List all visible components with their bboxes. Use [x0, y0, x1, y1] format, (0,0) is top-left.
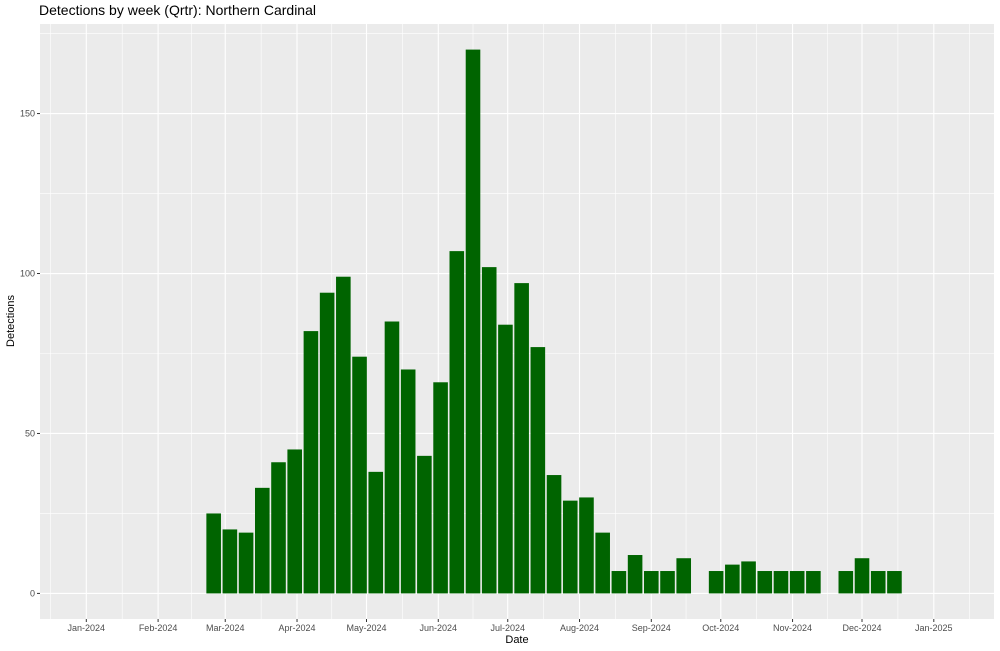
- x-tick-label: May-2024: [346, 623, 386, 633]
- bar: [368, 471, 384, 594]
- bars: [206, 49, 902, 594]
- bar: [579, 497, 594, 594]
- bar: [206, 513, 221, 594]
- x-tick-label: Mar-2024: [206, 623, 245, 633]
- bar: [514, 283, 529, 594]
- bar: [562, 500, 578, 594]
- y-tick-label: 0: [30, 588, 35, 598]
- bar: [336, 276, 351, 594]
- bar: [271, 462, 286, 594]
- y-tick-label: 100: [20, 269, 35, 279]
- bar: [433, 382, 448, 594]
- x-tick-label: Oct-2024: [702, 623, 739, 633]
- bar: [319, 292, 335, 594]
- bar: [789, 571, 805, 594]
- bar: [222, 529, 238, 594]
- bar: [611, 571, 627, 594]
- bar: [757, 571, 773, 594]
- y-axis-title: Detections: [5, 295, 17, 347]
- bar: [465, 49, 481, 594]
- x-tick-label: Apr-2024: [279, 623, 316, 633]
- bar: [660, 571, 675, 594]
- bar: [238, 532, 254, 594]
- x-tick-label: Jan-2024: [68, 623, 106, 633]
- x-tick-label: Dec-2024: [842, 623, 881, 633]
- x-tick-label: Feb-2024: [139, 623, 178, 633]
- bar: [498, 324, 513, 594]
- bar: [595, 532, 610, 594]
- bar: [708, 571, 724, 594]
- bar: [352, 356, 367, 594]
- bar: [676, 558, 692, 594]
- bar: [741, 561, 756, 594]
- bar: [255, 487, 270, 594]
- bar: [725, 564, 740, 594]
- y-tick-label: 50: [25, 428, 35, 438]
- bar: [627, 555, 643, 594]
- bar: [287, 449, 302, 594]
- bar: [870, 571, 886, 594]
- bar: [806, 571, 821, 594]
- bar: [773, 571, 789, 594]
- bar: [854, 558, 870, 594]
- y-axis: 0 50 100 150: [20, 109, 40, 598]
- x-tick-label: Jan-2025: [915, 623, 953, 633]
- bar: [644, 571, 659, 594]
- x-tick-label: Aug-2024: [560, 623, 599, 633]
- bar: [449, 251, 465, 594]
- bar: [417, 455, 432, 594]
- bar: [530, 347, 546, 594]
- x-axis: Jan-2024 Feb-2024 Mar-2024 Apr-2024 May-2024…: [68, 619, 953, 633]
- bar: [546, 475, 562, 594]
- x-tick-label: Sep-2024: [632, 623, 671, 633]
- x-axis-title: Date: [505, 634, 528, 646]
- y-tick-label: 150: [20, 109, 35, 119]
- bar: [400, 369, 416, 594]
- bar: [384, 321, 400, 594]
- x-tick-label: Jun-2024: [420, 623, 458, 633]
- bar: [838, 571, 854, 594]
- bar: [887, 571, 902, 594]
- bar: [303, 331, 319, 594]
- bar: [481, 267, 497, 594]
- x-tick-label: Jul-2024: [490, 623, 525, 633]
- x-tick-label: Nov-2024: [773, 623, 812, 633]
- chart-title: Detections by week (Qrtr): Northern Card…: [39, 2, 316, 18]
